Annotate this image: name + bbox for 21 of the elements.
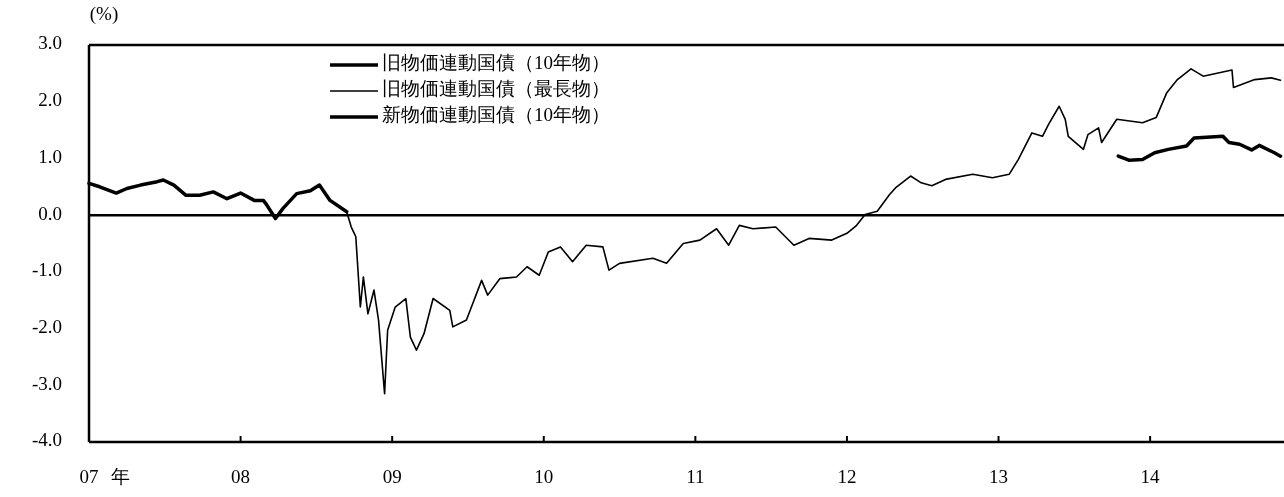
y-tick: 3.0 (38, 32, 62, 54)
y-tick: 2.0 (38, 89, 62, 111)
x-tick: 07 (79, 466, 99, 488)
x-tick: 11 (686, 466, 705, 488)
x-tick: 14 (1140, 466, 1160, 488)
x-tick: 10 (534, 466, 554, 488)
y-tick: -2.0 (31, 315, 62, 337)
x-tick: 08 (231, 466, 251, 488)
y-tick: -1.0 (31, 259, 62, 281)
x-tick: 12 (837, 466, 857, 488)
x-label: 年 (111, 466, 130, 488)
x-tick: 09 (382, 466, 402, 488)
y-tick: -4.0 (31, 429, 62, 451)
legend-label: 旧物価連動国債（10年物） (382, 52, 610, 74)
legend-label: 旧物価連動国債（最長物） (382, 78, 610, 100)
y-tick: -3.0 (31, 372, 62, 394)
legend-label: 新物価連動国債（10年物） (382, 104, 610, 126)
y-tick: 1.0 (38, 145, 62, 167)
y-tick: 0.0 (38, 202, 62, 224)
y-label: (%) (89, 3, 119, 25)
x-tick: 13 (989, 466, 1009, 488)
